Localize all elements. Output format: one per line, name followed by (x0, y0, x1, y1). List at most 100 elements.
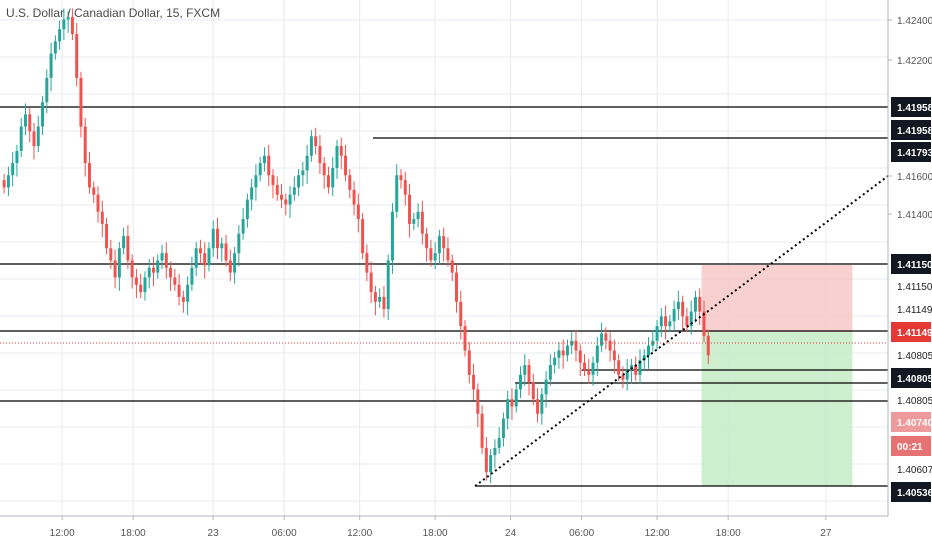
price-label-bg (891, 322, 931, 342)
candle-body (501, 418, 505, 439)
tick-label: 1.41400 (897, 210, 932, 221)
candle-body (41, 102, 45, 127)
trendline (474, 175, 889, 487)
price-label-bg (891, 459, 931, 479)
candle-body (169, 267, 173, 278)
candle-body (100, 211, 104, 224)
candle-body (288, 194, 292, 205)
price-label: 1.41958 (897, 103, 932, 114)
candle-body (267, 155, 271, 176)
candle-body (305, 155, 309, 171)
candle-body (186, 284, 190, 302)
candle-body (62, 19, 66, 30)
candle-body (2, 180, 6, 188)
price-label-bg (891, 412, 931, 432)
candle-body (156, 260, 160, 273)
candle-body (194, 248, 198, 268)
candle-body (523, 365, 527, 375)
candle-body (642, 355, 646, 361)
candle-body (92, 187, 96, 195)
candle-body (617, 360, 621, 375)
candle-body (395, 175, 399, 212)
candle-body (540, 394, 544, 414)
price-label: 1.40805 (897, 396, 932, 407)
price-axis: 1.42400 1.42200 1.41600 1.41400 1.41958 1.419… (887, 0, 932, 550)
price-label-bg (891, 120, 931, 140)
candle-body (36, 126, 40, 147)
candle-body (173, 277, 177, 285)
time-label: 12:00 (347, 528, 372, 539)
candle-body (45, 77, 49, 103)
horizontal-levels (0, 106, 888, 487)
candle-body (301, 170, 305, 176)
candle-body (220, 243, 224, 249)
price-label: 1.40536 (897, 488, 932, 499)
price-label: 1.41150 (897, 282, 932, 293)
candle-body (544, 379, 548, 395)
candle-body (595, 345, 599, 363)
candle-body (331, 167, 335, 188)
candle-body (386, 260, 390, 310)
time-axis-background (0, 516, 888, 550)
candle-body (224, 243, 228, 261)
time-label: 18:00 (121, 528, 146, 539)
candle-body (32, 131, 36, 147)
price-label: 1.40740 (897, 418, 932, 429)
time-label: 18:00 (716, 528, 741, 539)
dotted-trendline (474, 175, 889, 487)
candle-body (177, 284, 181, 297)
candle-body (356, 204, 360, 220)
candle-body (152, 267, 155, 273)
candle-body (275, 184, 279, 195)
stop-loss-zone (701, 265, 853, 332)
time-label: 24 (505, 528, 517, 539)
candle-body (403, 180, 407, 195)
candle-body (326, 175, 330, 188)
candle-body (245, 199, 249, 220)
candle-body (685, 316, 689, 327)
candle-body (198, 248, 202, 254)
candle-body (472, 374, 476, 390)
candle-body (139, 284, 143, 293)
candle-body (442, 236, 446, 249)
candle-body (344, 155, 348, 176)
candle-body (130, 260, 134, 278)
candle-body (254, 175, 258, 188)
candle-body (117, 248, 121, 278)
price-label: 1.41149 (897, 328, 932, 339)
candle-body (493, 447, 497, 456)
candle-body (514, 389, 518, 407)
candle-body (531, 382, 535, 400)
candle-body (476, 389, 480, 414)
candle-body (527, 365, 531, 383)
price-label: 1.41149 (897, 305, 932, 316)
candle-body (361, 219, 365, 254)
candle-body (467, 350, 471, 375)
candle-body (390, 211, 394, 261)
candle-body (122, 236, 126, 249)
candle-body (536, 399, 540, 414)
candle-body (578, 350, 582, 363)
candle-body (574, 340, 578, 351)
candle-body (489, 455, 493, 473)
price-label-bg (891, 368, 931, 388)
candle-body (378, 296, 382, 302)
chart-title: U.S. Dollar / Canadian Dollar, 15, FXCM (6, 6, 221, 20)
candle-body (11, 163, 15, 176)
candle-body (164, 253, 168, 268)
candle-body (425, 233, 429, 249)
candle-body (87, 163, 91, 188)
candle-body (369, 272, 373, 293)
candle-body (207, 248, 211, 266)
price-label: 1.41150 (897, 260, 932, 271)
candle-body (408, 194, 412, 224)
candle-body (689, 311, 693, 327)
candle-body (147, 267, 151, 278)
candle-body (557, 350, 561, 358)
candle-body (126, 236, 130, 261)
candle-body (519, 374, 522, 390)
candle-body (463, 326, 467, 351)
time-label: 18:00 (423, 528, 448, 539)
candle-body (58, 29, 62, 42)
candle-body (604, 333, 608, 341)
